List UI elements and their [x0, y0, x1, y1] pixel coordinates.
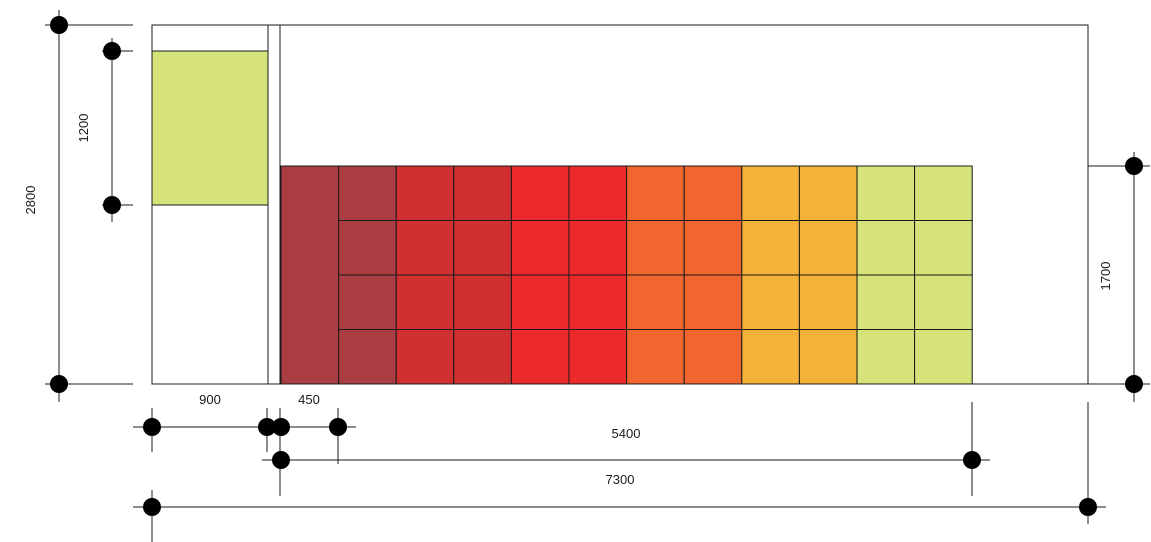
tile: [453, 220, 512, 276]
tile: [741, 220, 800, 276]
tile: [741, 329, 800, 385]
tile: [914, 165, 973, 221]
tile: [395, 165, 455, 221]
dim-dot: [272, 451, 290, 469]
dim-dot: [50, 16, 68, 34]
tile: [914, 329, 973, 385]
narrow-strip: [267, 24, 281, 385]
tile: [626, 329, 685, 385]
tile: [798, 329, 858, 385]
tile: [914, 274, 973, 330]
tile: [683, 220, 743, 276]
dim-dot: [329, 418, 347, 436]
dim-dot: [103, 196, 121, 214]
green-panel: [151, 50, 269, 206]
tile-area-width-label: 5400: [612, 426, 641, 441]
tile: [338, 274, 397, 330]
tile: [683, 329, 743, 385]
tile: [395, 329, 455, 385]
tile: [453, 165, 512, 221]
tile: [856, 165, 916, 221]
tile-area-height-label: 1700: [1098, 262, 1113, 291]
tile: [453, 274, 512, 330]
tile: [798, 274, 858, 330]
panel-width-label: 900: [199, 392, 221, 407]
tile: [741, 165, 800, 221]
dim-dot: [1079, 498, 1097, 516]
tile-area: [280, 165, 973, 385]
dim-dot: [1125, 157, 1143, 175]
tile: [568, 165, 628, 221]
tile-column-merged: [280, 165, 340, 385]
tile: [568, 274, 628, 330]
tile: [395, 274, 455, 330]
tile: [914, 220, 973, 276]
tile: [510, 329, 570, 385]
dim-dot: [1125, 375, 1143, 393]
tile: [568, 329, 628, 385]
tile: [338, 165, 397, 221]
tile: [626, 274, 685, 330]
overall-width-label: 7300: [606, 472, 635, 487]
tile: [798, 220, 858, 276]
dim-dot: [272, 418, 290, 436]
tile-width-label: 450: [298, 392, 320, 407]
tile: [453, 329, 512, 385]
tile: [568, 220, 628, 276]
tile: [626, 165, 685, 221]
tile: [626, 220, 685, 276]
dim-dot: [50, 375, 68, 393]
tile: [510, 274, 570, 330]
overall-height-label: 2800: [23, 186, 38, 215]
tile: [856, 274, 916, 330]
tile: [395, 220, 455, 276]
dim-dot: [103, 42, 121, 60]
tile: [856, 220, 916, 276]
tile: [683, 274, 743, 330]
tile: [510, 165, 570, 221]
dim-dot: [963, 451, 981, 469]
dim-dot: [258, 418, 276, 436]
tile: [510, 220, 570, 276]
tile: [338, 329, 397, 385]
tile: [338, 220, 397, 276]
panel-height-label: 1200: [76, 114, 91, 143]
tile: [741, 274, 800, 330]
tile: [798, 165, 858, 221]
dim-dot: [143, 498, 161, 516]
tile: [683, 165, 743, 221]
dim-dot: [143, 418, 161, 436]
dimension-dots: [50, 16, 1143, 516]
tile: [856, 329, 916, 385]
